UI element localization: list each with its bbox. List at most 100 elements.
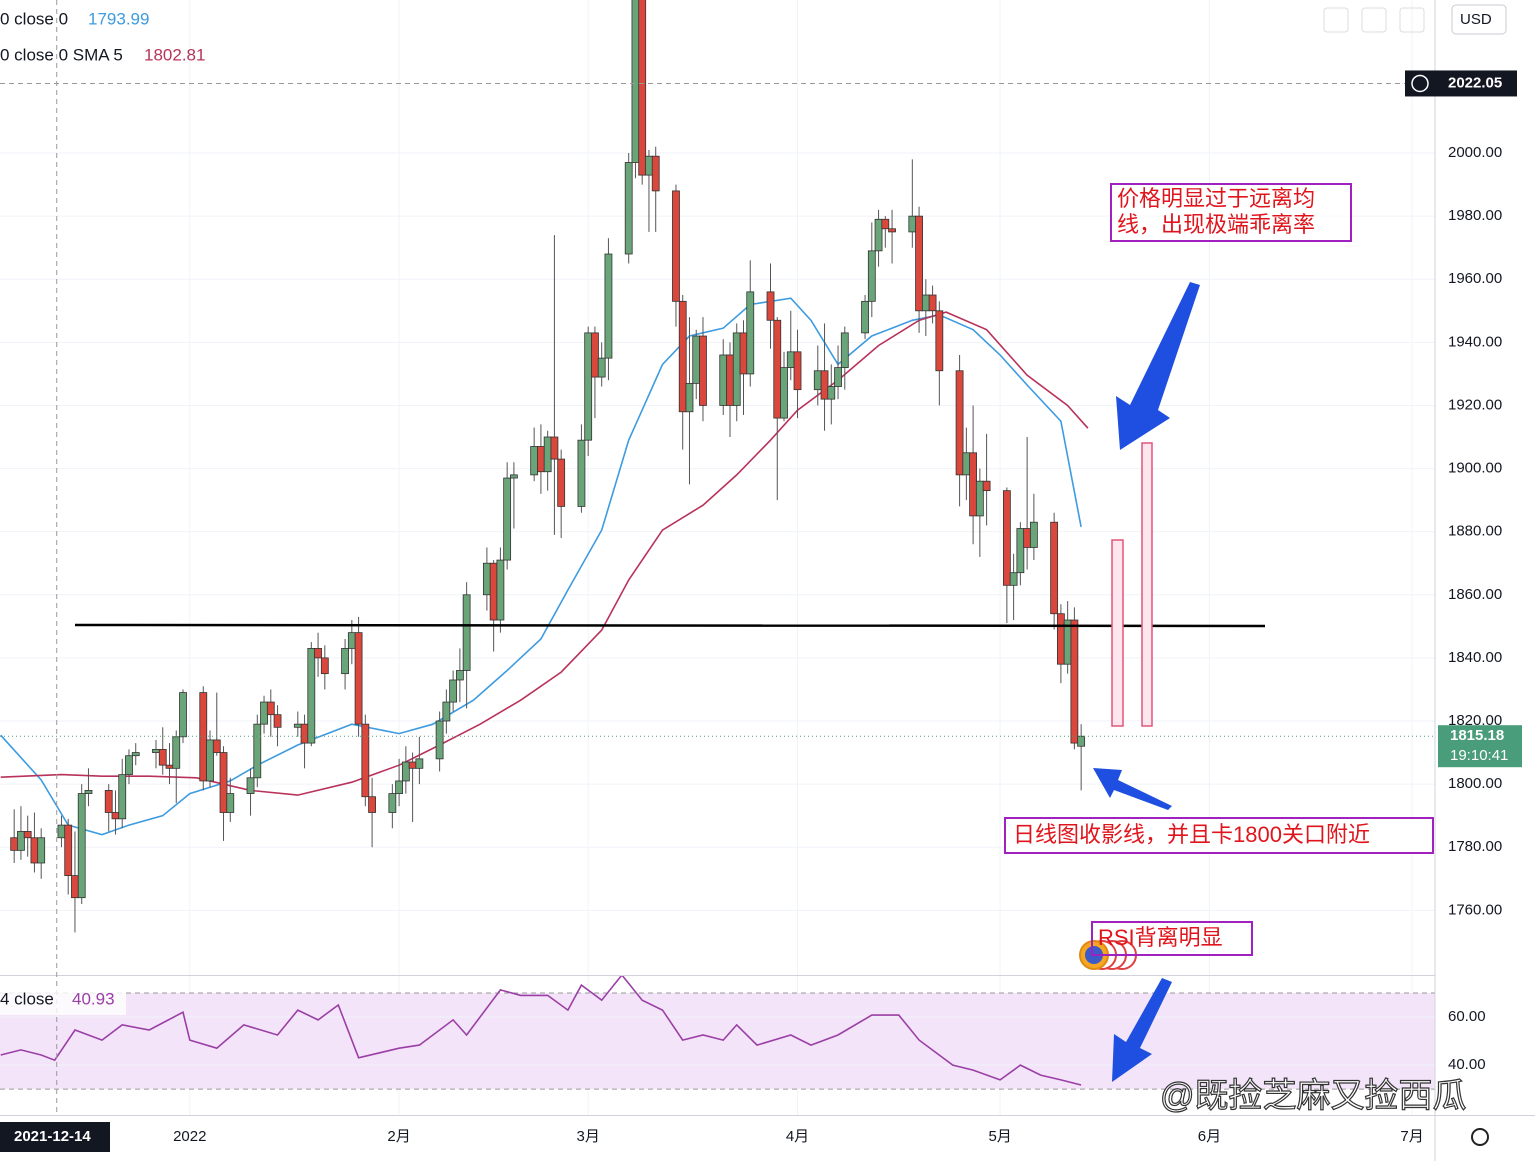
- candle-body: [786, 351, 795, 368]
- candle-body: [509, 474, 518, 479]
- annotation: RSI背离明显: [1098, 925, 1223, 950]
- arrow: [1116, 282, 1200, 450]
- y-tick-label: 1960.00: [1448, 270, 1502, 287]
- candle-body: [962, 452, 971, 476]
- deviation-bar: [1141, 442, 1153, 727]
- annotation-box: [1004, 817, 1434, 854]
- candle-body: [341, 648, 349, 675]
- candle-body: [314, 648, 322, 659]
- candle-body: [435, 720, 444, 760]
- candle-body: [739, 332, 748, 375]
- annotation: 价格明显过于远离均: [1117, 186, 1315, 211]
- y-tick-label: 1840.00: [1448, 649, 1502, 666]
- candle-body: [1050, 521, 1059, 615]
- rsi-legend-bg: [0, 987, 126, 1015]
- candle-body: [482, 562, 491, 596]
- last-time-label: 19:10:41: [1450, 747, 1508, 764]
- currency-button[interactable]: [1451, 4, 1507, 35]
- legend-label: 0 close 0 SMA 5: [0, 45, 123, 64]
- y-tick-label: 1920.00: [1448, 396, 1502, 413]
- arrow: [1093, 768, 1172, 810]
- candle-body: [638, 0, 647, 176]
- candle-body: [449, 679, 458, 703]
- legend-value: 1802.81: [144, 45, 205, 64]
- candle-body: [104, 790, 113, 813]
- x-tick-label: 6月: [1198, 1128, 1221, 1145]
- candle-body: [1077, 735, 1086, 747]
- candle-body: [246, 777, 255, 794]
- toolbar: [1323, 7, 1425, 33]
- candle-body: [861, 300, 869, 334]
- candle-body: [347, 632, 356, 649]
- crosshair-add: [1411, 74, 1429, 93]
- legend-value: 1793.99: [88, 9, 149, 28]
- candle-body: [71, 875, 79, 899]
- candle-body: [10, 837, 19, 851]
- candle-body: [64, 824, 73, 877]
- watermark: @既捡芝麻又捡西瓜: [1160, 1077, 1467, 1115]
- level-line: [74, 623, 1266, 628]
- candle-body: [537, 446, 545, 473]
- candle-body: [678, 300, 687, 413]
- candle-body: [591, 332, 599, 378]
- candle-body: [131, 752, 140, 757]
- candle-body: [685, 382, 694, 413]
- candle-body: [827, 386, 836, 400]
- candle-body: [442, 701, 451, 722]
- candle-body: [37, 837, 46, 864]
- rsi-band: [0, 993, 1435, 1090]
- candle-body: [307, 648, 316, 744]
- candle-body: [820, 370, 829, 400]
- button[interactable]: [1361, 7, 1387, 33]
- candle-body: [408, 761, 417, 769]
- candle-body: [557, 458, 566, 507]
- candle-body: [300, 723, 309, 744]
- grid: [0, 0, 1435, 1115]
- candle-body: [1056, 613, 1065, 665]
- y-tick-label: 2000.00: [1448, 144, 1502, 161]
- crosshair-y-box: [1405, 70, 1517, 97]
- candle-body: [604, 253, 613, 359]
- candle-body: [77, 793, 86, 899]
- candle-body: [30, 837, 39, 864]
- candle-body: [969, 452, 977, 517]
- x-tick-label: 5月: [988, 1128, 1011, 1145]
- candle-body: [84, 790, 93, 794]
- button[interactable]: [1323, 7, 1349, 33]
- candle-body: [624, 162, 633, 255]
- button[interactable]: [1399, 7, 1425, 33]
- candle-body: [212, 739, 221, 753]
- candle-body: [415, 758, 424, 769]
- candle-body: [172, 736, 181, 769]
- candle-body: [543, 436, 552, 473]
- candle-body: [631, 0, 640, 163]
- candle-body: [1002, 490, 1011, 586]
- legend-label: 0 close 0: [0, 9, 68, 28]
- annotation: 线，出现极端乖离率: [1117, 212, 1315, 237]
- line: [0, 311, 1089, 796]
- candle-body: [368, 796, 376, 813]
- crosshair-x-box: [0, 1122, 110, 1152]
- candle-body: [1016, 528, 1025, 574]
- candle-body: [165, 764, 174, 769]
- annotation-box: [1091, 921, 1253, 956]
- candle-body: [206, 739, 214, 782]
- price-pane: [0, 0, 1435, 933]
- annotation: 日线图收影线，并且卡1800关口附近: [1013, 822, 1370, 847]
- candle-body: [834, 367, 842, 387]
- candle-body: [726, 354, 734, 406]
- currency[interactable]: USD: [1460, 11, 1492, 28]
- candle-body: [23, 831, 32, 839]
- candle-body: [975, 480, 984, 517]
- candle-body: [773, 319, 782, 419]
- y-tick-label: 1900.00: [1448, 460, 1502, 477]
- settings-icon[interactable]: [1471, 1128, 1489, 1146]
- candle-body: [699, 335, 707, 406]
- candle-body: [354, 632, 363, 725]
- candle-body: [881, 218, 890, 230]
- x-tick-label: 7月: [1400, 1128, 1423, 1145]
- last-price-box: [1438, 725, 1522, 768]
- candle-body: [928, 294, 937, 312]
- candle-body: [597, 357, 606, 378]
